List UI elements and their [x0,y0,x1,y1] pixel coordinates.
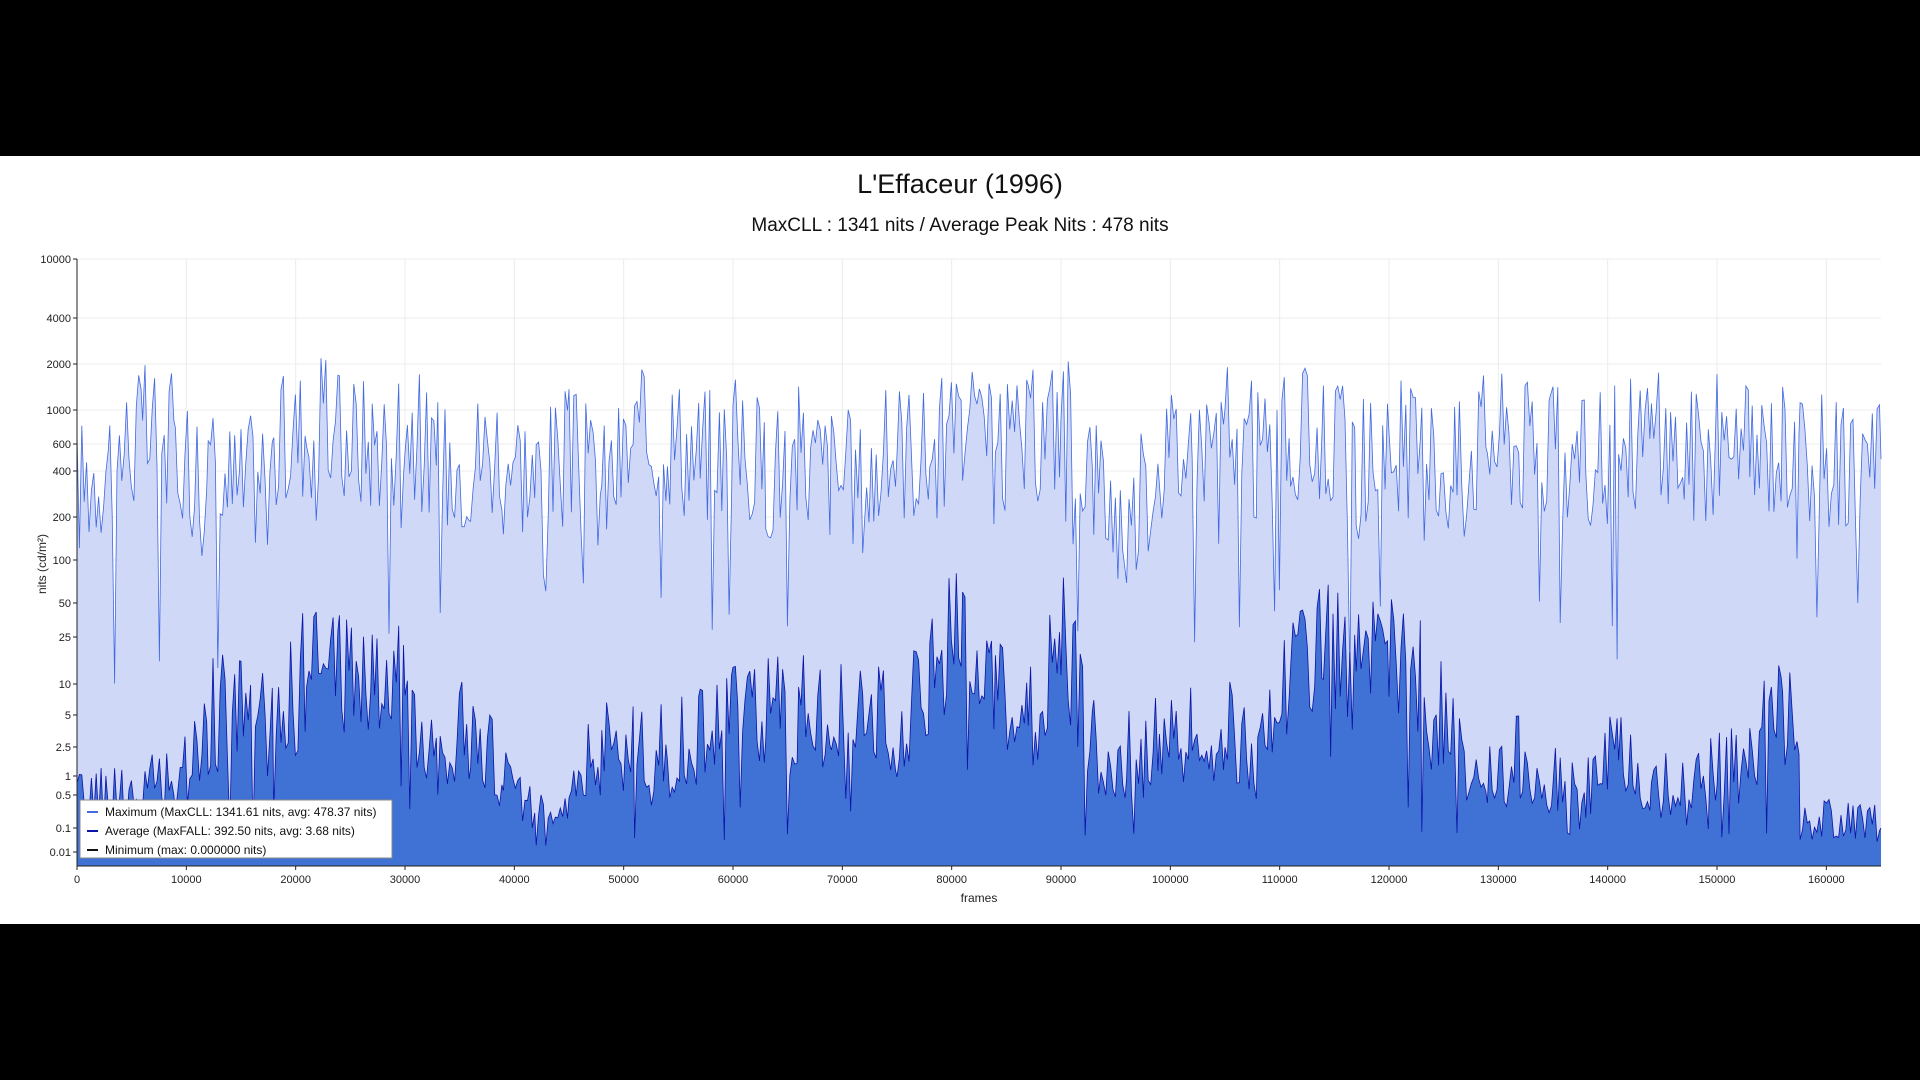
x-tick-label: 50000 [608,874,639,886]
maximum-series-area [77,358,1881,866]
x-tick-label: 40000 [499,874,530,886]
average-series-area [77,573,1881,866]
legend-entry: Minimum (max: 0.000000 nits) [105,843,266,857]
maximum-series [76,358,1882,866]
x-tick-label: 160000 [1808,874,1845,886]
y-tick-label: 1000 [47,405,71,417]
y-tick-label: 10 [59,679,71,691]
y-tick-label: 10000 [40,254,71,266]
x-tick-label: 100000 [1152,874,1189,886]
chart-title: L'Effaceur (1996) [857,169,1063,199]
chart-panel: L'Effaceur (1996) MaxCLL : 1341 nits / A… [0,156,1920,924]
y-tick-label: 200 [53,512,71,524]
axes [76,259,1881,867]
y-tick-label: 400 [53,466,71,478]
x-axis-label: frames [961,891,998,905]
y-tick-label: 5 [65,710,71,722]
maximum-series-line [76,358,1882,684]
x-tick-label: 90000 [1046,874,1077,886]
x-tick-label: 120000 [1371,874,1408,886]
y-tick-label: 50 [59,598,71,610]
average-series-line [76,573,1882,846]
x-tick-label: 150000 [1699,874,1736,886]
x-tick-label: 110000 [1262,874,1298,886]
y-tick-label: 0.5 [56,790,71,802]
y-tick-label: 100 [53,555,71,567]
legend: Maximum (MaxCLL: 1341.61 nits, avg: 478.… [79,799,393,859]
legend-box [79,799,393,859]
y-tick-label: 600 [53,439,71,451]
chart-subtitle: MaxCLL : 1341 nits / Average Peak Nits :… [751,215,1168,236]
y-tick-label: 0.01 [50,847,71,859]
y-tick-label: 4000 [47,313,71,325]
y-axis-ticks: 10000 4000 2000 1000 600 400 200 100 50 25 10 5 2.5 1… [40,254,77,859]
x-tick-label: 140000 [1589,874,1626,886]
y-axis-label: nits (cd/m²) [35,534,49,594]
y-tick-label: 1 [65,771,71,783]
hdr-luminance-chart: L'Effaceur (1996) MaxCLL : 1341 nits / A… [35,169,1882,905]
x-axis-ticks: 0 10000 20000 30000 40000 50000 60000 70000 8000… [74,866,1845,886]
x-tick-label: 20000 [280,874,311,886]
y-tick-label: 2.5 [56,742,71,754]
legend-entry: Maximum (MaxCLL: 1341.61 nits, avg: 478.… [105,805,376,819]
x-tick-label: 60000 [718,874,749,886]
average-series [76,573,1882,866]
x-tick-label: 0 [74,874,80,886]
y-tick-label: 0.1 [56,823,71,835]
x-tick-label: 10000 [171,874,202,886]
y-tick-label: 2000 [47,359,71,371]
legend-entry: Average (MaxFALL: 392.50 nits, avg: 3.68… [105,824,355,838]
x-tick-label: 80000 [936,874,967,886]
x-tick-label: 130000 [1480,874,1517,886]
x-tick-label: 30000 [390,874,421,886]
x-tick-label: 70000 [827,874,858,886]
y-tick-label: 25 [59,632,71,644]
